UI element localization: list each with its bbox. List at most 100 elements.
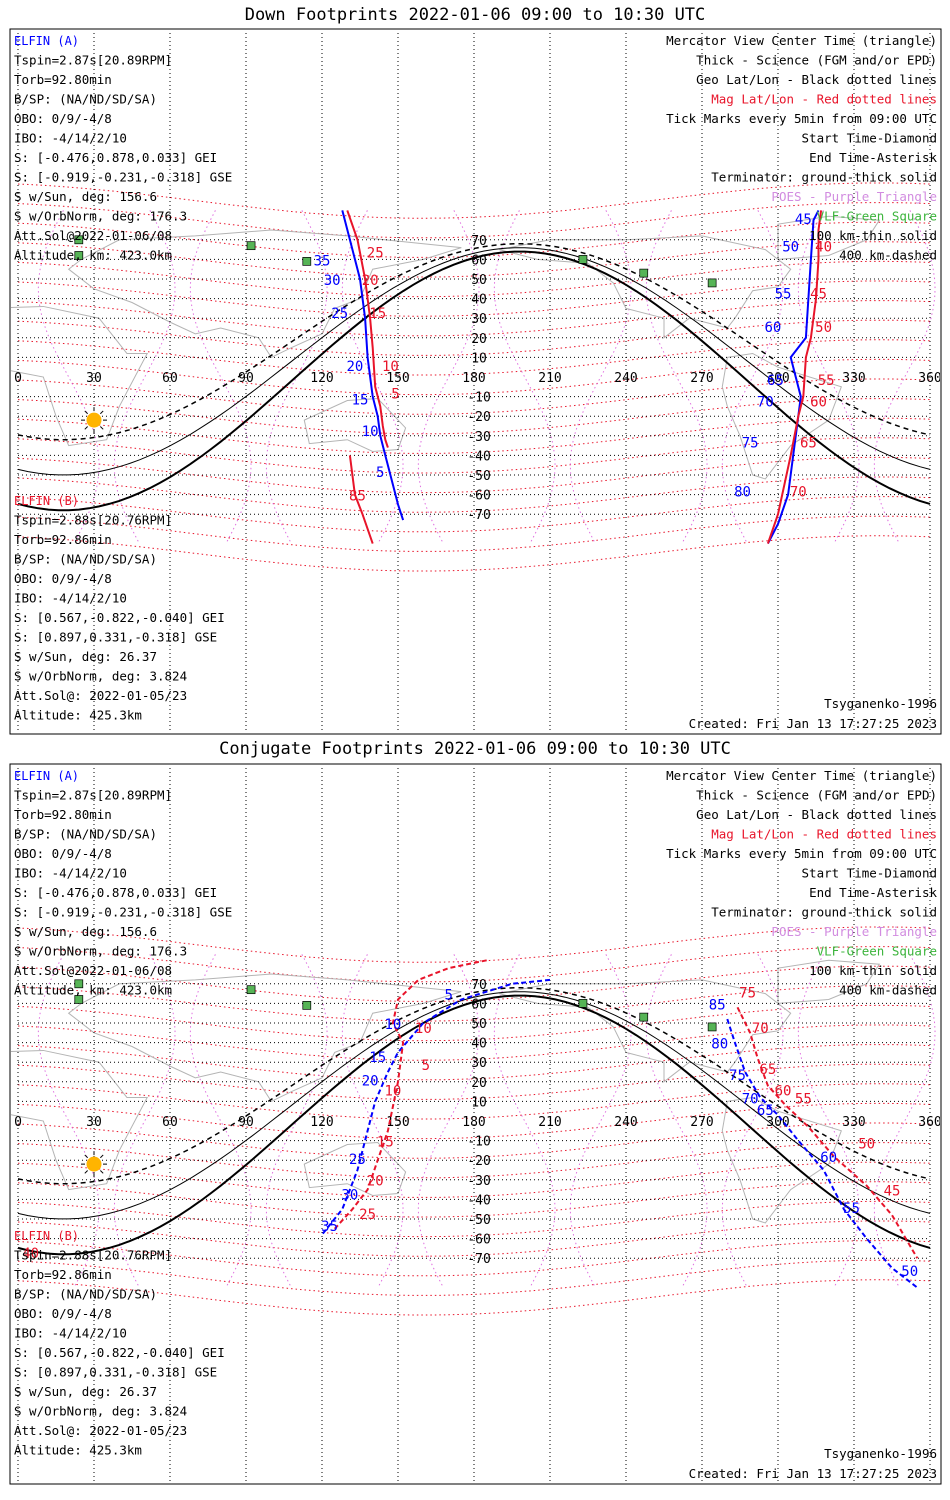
elfin-b-tick-label: 10 [415, 1021, 432, 1037]
vlf-station-square [302, 257, 312, 266]
elfin-b-tick-label: 70 [752, 1021, 769, 1037]
coastline [67, 973, 462, 1103]
elfin-b-name: ELFIN (B) [14, 494, 79, 508]
footprint-line [341, 210, 405, 521]
elfin-a-tick-label: 70 [757, 394, 774, 410]
sun-ray [84, 410, 88, 415]
elfin-b-info-line: S w/Sun, deg: 26.37 [14, 649, 157, 664]
elfin-a-tick-label: 80 [734, 485, 751, 501]
coastline [11, 305, 149, 447]
x-tick-label: 0 [14, 1115, 22, 1130]
elfin-a-info-line: Altitude, km: 423.0km [14, 248, 172, 263]
elfin-b-tick-label: 50 [815, 320, 832, 336]
y-tick-label: -20 [467, 410, 490, 425]
elfin-b-tick-label: 55 [818, 373, 835, 389]
footprint-line [767, 209, 820, 545]
x-tick-label: 90 [238, 1115, 254, 1130]
vlf-station-square [74, 251, 84, 260]
elfin-b-tick-label: 5 [391, 387, 399, 403]
legend-line: 100 km-thin solid [809, 228, 937, 243]
elfin-a-info-line: IBO: -4/14/2/10 [14, 131, 127, 146]
y-tick-label: -40 [467, 449, 490, 464]
elfin-a-tick-label: 30 [341, 1187, 358, 1203]
y-tick-label: 50 [471, 1017, 487, 1032]
panel-title: Down Footprints 2022-01-06 09:00 to 10:3… [244, 5, 706, 25]
y-tick-label: 20 [471, 332, 487, 347]
elfin-b-tick-label: 15 [369, 306, 386, 322]
elfin-a-info-line: S: [-0.919,-0.231,-0.318] GSE [14, 170, 232, 185]
x-tick-label: 210 [538, 371, 561, 386]
elfin-a-tick-label: 10 [362, 424, 379, 440]
coastline [303, 1142, 407, 1196]
terminator-curve [17, 243, 931, 441]
legend-line: Mag Lat/Lon - Red dotted lines [711, 827, 937, 842]
elfin-a-tick-label: 5 [376, 465, 384, 481]
sun-ray [84, 1154, 88, 1159]
elfin-a-info-line: Att.Sol@2022-01-06/08 [14, 228, 172, 243]
geo-grid [17, 30, 931, 733]
legend-line: VLF-Green Square [817, 209, 937, 224]
y-tick-label: 20 [471, 1076, 487, 1091]
y-tick-label: -10 [467, 391, 490, 406]
legend-line: 400 km-dashed [839, 983, 937, 998]
panel-title: Conjugate Footprints 2022-01-06 09:00 to… [219, 739, 731, 759]
elfin-b-info-line: S: [0.897,0.331,-0.318] GSE [14, 1365, 217, 1380]
legend-line: 100 km-thin solid [809, 963, 937, 978]
elfin-b-tick-label: 25 [359, 1207, 376, 1223]
y-tick-label: -60 [467, 489, 490, 504]
elfin-b-tick-label: 5 [422, 1058, 430, 1074]
elfin-a-tick-label: 25 [349, 1152, 366, 1168]
coastline [721, 1096, 842, 1224]
x-tick-label: 360 [918, 1115, 941, 1130]
elfin-b-info-line: Tspin=2.88s[20.76RPM] [14, 513, 172, 528]
elfin-b-info-line: S w/Sun, deg: 26.37 [14, 1384, 157, 1399]
elfin-a-info-line: S w/Sun, deg: 156.6 [14, 924, 157, 939]
elfin-b-tick-label: 85 [349, 488, 366, 504]
elfin-b-tick-label: 60 [810, 394, 827, 410]
sun-icon [86, 412, 102, 428]
legend-line: Thick - Science (FGM and/or EPD) [696, 53, 937, 68]
elfin-a-tick-label: 50 [782, 240, 799, 256]
vlf-station-square [74, 995, 84, 1004]
x-tick-label: 150 [386, 371, 409, 386]
vlf-station-square [707, 278, 717, 288]
y-tick-label: 40 [471, 1037, 487, 1052]
sun-ray [84, 426, 88, 430]
elfin-a-tick-label: 20 [347, 359, 364, 375]
x-tick-label: 360 [918, 371, 941, 386]
elfin-a-tick-label: 70 [742, 1091, 759, 1107]
y-tick-label: 70 [471, 978, 487, 993]
elfin-b-tick-label: 45 [810, 287, 827, 303]
legend-line: Terminator: ground-thick solid [711, 170, 937, 185]
elfin-a-info-line: B/SP: (NA/ND/SD/SA) [14, 827, 157, 842]
footprint-line [346, 210, 389, 448]
footprint-line [766, 210, 823, 544]
coastline [11, 1049, 149, 1191]
coastline [67, 229, 462, 359]
elfin-a-info-line: OBO: 0/9/-4/8 [14, 111, 112, 126]
y-tick-label: 30 [471, 1056, 487, 1071]
elfin-b-info-line: Tspin=2.88s[20.76RPM] [14, 1248, 172, 1263]
footprint-line [726, 1018, 918, 1289]
x-tick-label: 300 [766, 1115, 789, 1130]
y-tick-label: -30 [467, 430, 490, 445]
coastline [499, 979, 792, 1083]
legend-line: End Time-Asterisk [809, 150, 937, 165]
elfin-b-info-line: S: [0.897,0.331,-0.318] GSE [14, 630, 217, 645]
vlf-station-square [302, 1001, 312, 1010]
x-tick-label: 270 [690, 371, 713, 386]
down-footprints-map: 0 30 60 90 120 150 180 210 240 270 300 330 360 70 60 50… [9, 28, 942, 735]
elfin-a-info-line: OBO: 0/9/-4/8 [14, 846, 112, 861]
elfin-a-info-line: Altitude, km: 423.0km [14, 983, 172, 998]
vlf-station-square [639, 1012, 649, 1022]
legend-line: Terminator: ground-thick solid [711, 905, 937, 920]
elfin-b-tick-label: 40 [815, 240, 832, 256]
elfin-b-info-line: IBO: -4/14/2/10 [14, 1326, 127, 1341]
created-label: Created: Fri Jan 13 17:27:25 2023 [689, 1466, 937, 1481]
elfin-a-tick-label: 80 [711, 1036, 728, 1052]
elfin-a-info-line: S w/OrbNorm, deg: 176.3 [14, 209, 187, 224]
elfin-b-tick-label: 20 [367, 1174, 384, 1190]
x-tick-label: 60 [162, 371, 178, 386]
elfin-a-info-line: Torb=92.80min [14, 72, 112, 87]
vlf-station-square [707, 1022, 717, 1032]
